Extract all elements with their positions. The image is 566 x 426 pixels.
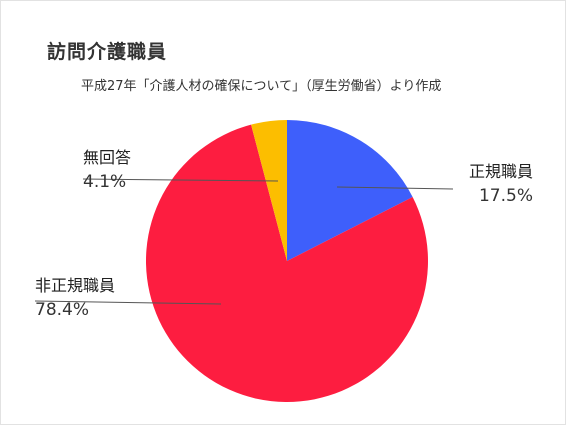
slice-label: 非正規職員 xyxy=(35,276,115,295)
slice-leader-line xyxy=(82,178,279,182)
slice-value-label: 78.4% xyxy=(35,300,89,320)
slice-leader-line xyxy=(336,186,454,190)
pie-slice xyxy=(145,124,428,402)
slice-label: 無回答 xyxy=(83,148,131,167)
pie-slice xyxy=(287,120,413,261)
slice-leader-line xyxy=(34,300,222,305)
slice-value-label: 4.1% xyxy=(83,172,126,192)
slice-label: 正規職員 xyxy=(469,162,533,181)
slice-value-label: 17.5% xyxy=(479,186,533,206)
chart-title: 訪問介護職員 xyxy=(47,41,168,63)
pie-slice xyxy=(251,120,287,261)
chart-subtitle: 平成27年「介護人材の確保について」（厚生労働省）より作成 xyxy=(81,79,442,94)
